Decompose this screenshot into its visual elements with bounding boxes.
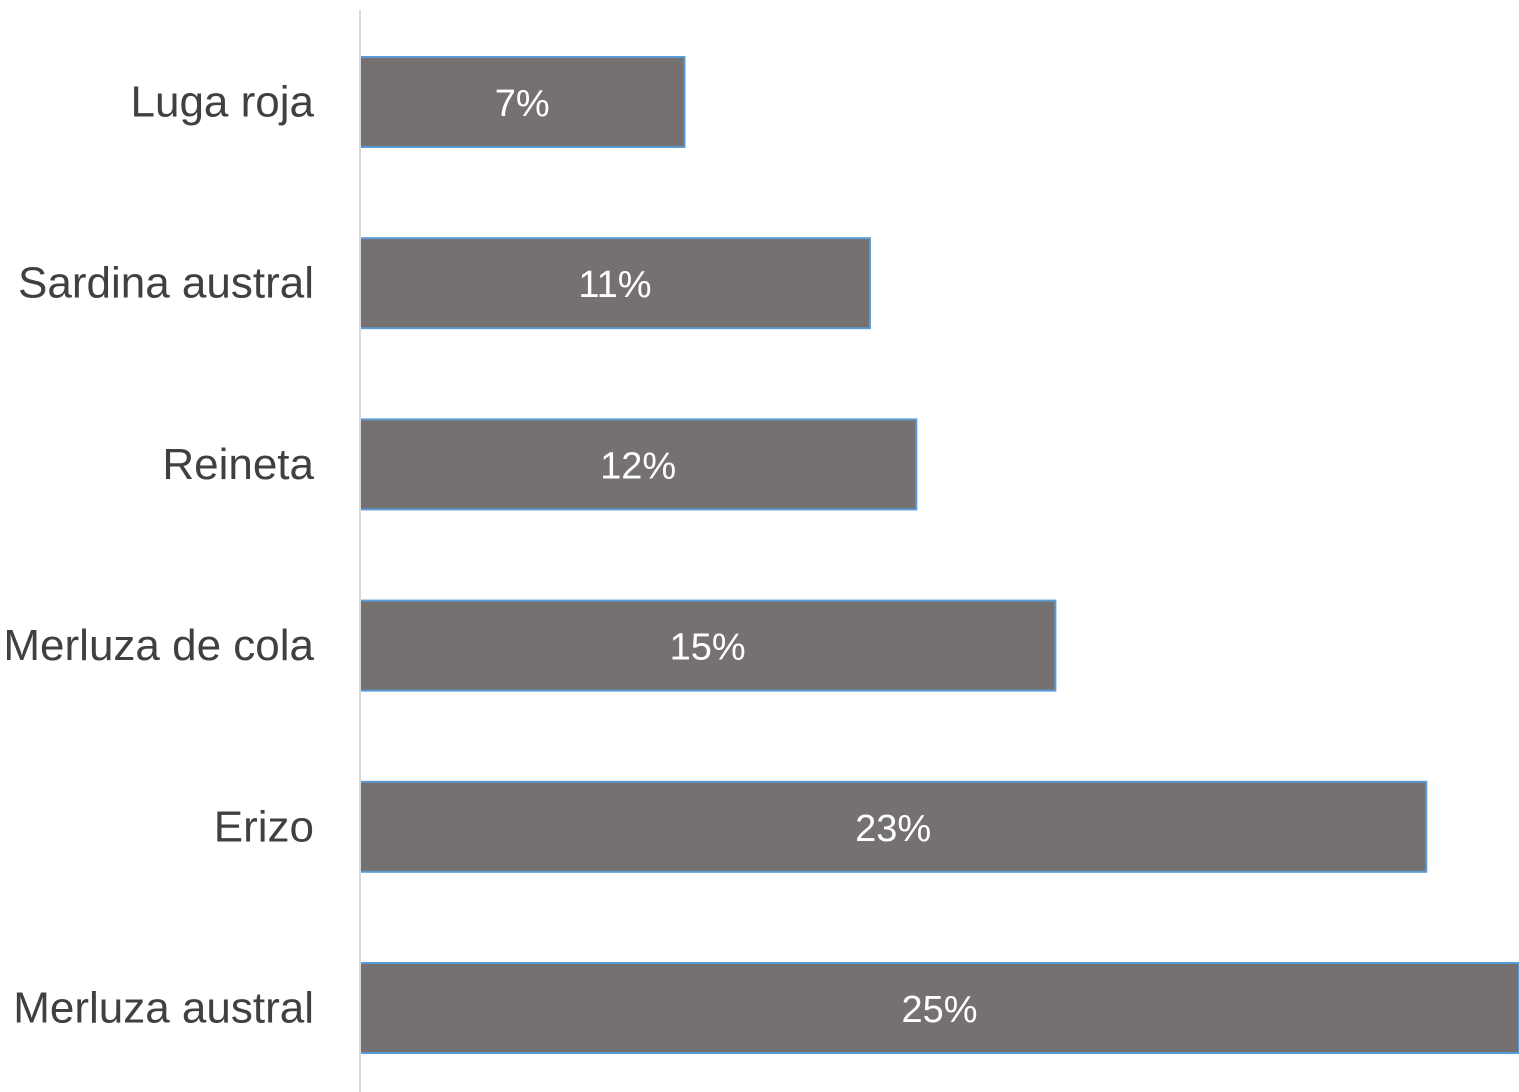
category-label: Merluza de cola	[3, 621, 314, 670]
bar-sardina-austral	[359, 237, 871, 330]
data-label: 11%	[578, 264, 651, 306]
category-label: Erizo	[214, 802, 314, 851]
data-label: 25%	[901, 989, 977, 1031]
value-labels-layer: 7% 11% 12% 15% 23% 25%	[495, 83, 978, 1031]
category-label: Luga roja	[131, 78, 315, 127]
bar-erizo	[359, 780, 1428, 873]
bar-merluza-de-cola	[359, 599, 1057, 692]
bars-layer	[359, 56, 1519, 1054]
category-label: Merluza austral	[13, 984, 314, 1033]
data-label: 7%	[495, 83, 550, 125]
bar-reineta	[359, 418, 918, 511]
category-labels-layer: Luga roja Sardina austral Reineta Merluza d…	[3, 78, 314, 1033]
bar-luga-roja	[359, 56, 686, 148]
data-label: 12%	[600, 445, 676, 487]
data-label: 15%	[670, 627, 746, 669]
category-label: Reineta	[162, 440, 314, 489]
data-label: 23%	[855, 808, 931, 850]
category-label: Sardina austral	[18, 259, 314, 308]
